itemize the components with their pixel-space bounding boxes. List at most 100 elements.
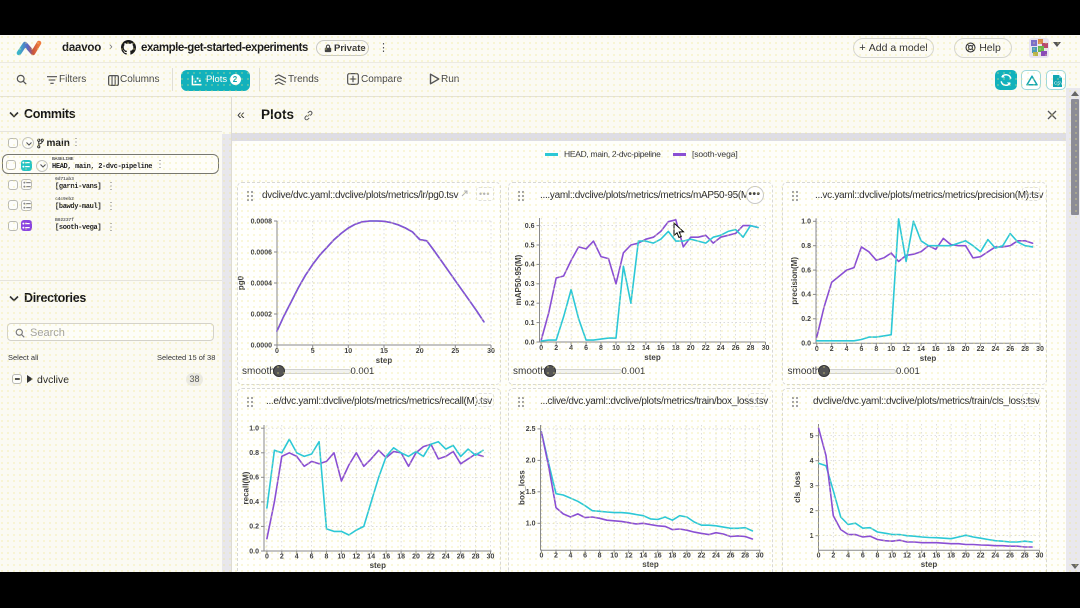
svg-text:1.0: 1.0 [801,219,811,226]
svg-text:0.0006: 0.0006 [251,249,273,256]
svg-text:2: 2 [810,508,814,515]
svg-text:1.0: 1.0 [526,521,536,528]
svg-text:28: 28 [1021,346,1029,353]
svg-text:cls_loss: cls_loss [793,471,802,503]
svg-text:12: 12 [903,553,911,560]
svg-text:0.0008: 0.0008 [251,218,273,225]
svg-text:0.4: 0.4 [525,262,535,269]
svg-text:24: 24 [717,345,725,352]
svg-text:2: 2 [554,553,558,560]
svg-text:step: step [644,353,661,362]
svg-text:0.0: 0.0 [801,341,811,348]
svg-text:1.5: 1.5 [526,489,536,496]
svg-text:16: 16 [933,553,941,560]
svg-text:30: 30 [487,554,495,561]
svg-text:0: 0 [817,553,821,560]
svg-text:step: step [921,560,938,569]
svg-text:0.1: 0.1 [525,320,535,327]
svg-text:0.6: 0.6 [801,267,811,274]
svg-text:18: 18 [947,346,955,353]
svg-text:4: 4 [295,554,299,561]
svg-text:24: 24 [442,554,450,561]
svg-text:4: 4 [569,553,573,560]
svg-text:10: 10 [887,346,895,353]
svg-text:30: 30 [756,553,764,560]
svg-text:2: 2 [554,345,558,352]
svg-text:20: 20 [412,554,420,561]
svg-text:4: 4 [845,346,849,353]
svg-text:24: 24 [992,346,1000,353]
svg-text:step: step [920,354,937,363]
svg-text:step: step [376,356,393,365]
svg-text:30: 30 [1036,346,1044,353]
svg-text:6: 6 [861,553,865,560]
svg-text:22: 22 [702,345,710,352]
svg-text:26: 26 [457,554,465,561]
svg-text:step: step [642,560,659,569]
svg-text:0.0: 0.0 [249,548,259,555]
svg-text:12: 12 [625,553,633,560]
svg-text:30: 30 [487,348,495,355]
svg-text:10: 10 [338,554,346,561]
svg-text:0.3: 0.3 [525,281,535,288]
svg-text:26: 26 [732,345,740,352]
svg-text:6: 6 [859,346,863,353]
svg-text:4: 4 [569,345,573,352]
svg-text:18: 18 [669,553,677,560]
svg-text:25: 25 [451,348,459,355]
svg-text:8: 8 [876,553,880,560]
svg-text:22: 22 [698,553,706,560]
svg-text:20: 20 [687,345,695,352]
svg-text:18: 18 [672,345,680,352]
svg-text:20: 20 [683,553,691,560]
svg-text:12: 12 [352,554,360,561]
svg-text:10: 10 [612,345,620,352]
svg-text:24: 24 [991,553,999,560]
svg-text:6: 6 [584,345,588,352]
svg-text:28: 28 [1021,553,1029,560]
svg-text:2: 2 [280,554,284,561]
svg-text:14: 14 [642,345,650,352]
svg-text:8: 8 [598,553,602,560]
svg-text:30: 30 [762,345,770,352]
svg-text:recall(M): recall(M) [242,471,251,504]
svg-text:28: 28 [741,553,749,560]
svg-text:4: 4 [810,458,814,465]
svg-text:0.2: 0.2 [525,301,535,308]
svg-text:3: 3 [810,483,814,490]
svg-text:6: 6 [583,553,587,560]
svg-text:2.5: 2.5 [526,426,536,433]
svg-text:8: 8 [874,346,878,353]
svg-text:4: 4 [846,553,850,560]
svg-text:2.0: 2.0 [526,458,536,465]
svg-text:pg0: pg0 [238,275,246,290]
svg-text:precision(M): precision(M) [790,257,799,305]
svg-text:16: 16 [657,345,665,352]
svg-text:24: 24 [712,553,720,560]
svg-text:18: 18 [947,553,955,560]
svg-text:0.6: 0.6 [249,475,259,482]
svg-text:5: 5 [810,433,814,440]
svg-text:0: 0 [275,348,279,355]
svg-text:14: 14 [917,346,925,353]
svg-text:CSV: CSV [1054,81,1063,86]
svg-text:22: 22 [977,553,985,560]
svg-text:20: 20 [962,553,970,560]
svg-text:0.8: 0.8 [801,243,811,250]
svg-text:14: 14 [367,554,375,561]
svg-text:8: 8 [325,554,329,561]
svg-text:26: 26 [1006,553,1014,560]
svg-text:0.5: 0.5 [525,242,535,249]
svg-text:26: 26 [1006,346,1014,353]
svg-text:28: 28 [472,554,480,561]
svg-text:2: 2 [830,346,834,353]
svg-text:20: 20 [416,348,424,355]
svg-text:20: 20 [962,346,970,353]
svg-text:26: 26 [727,553,735,560]
svg-text:step: step [370,561,387,570]
svg-text:box_loss: box_loss [518,470,527,505]
svg-text:12: 12 [627,345,635,352]
svg-text:12: 12 [902,346,910,353]
svg-text:14: 14 [918,553,926,560]
svg-text:14: 14 [639,553,647,560]
